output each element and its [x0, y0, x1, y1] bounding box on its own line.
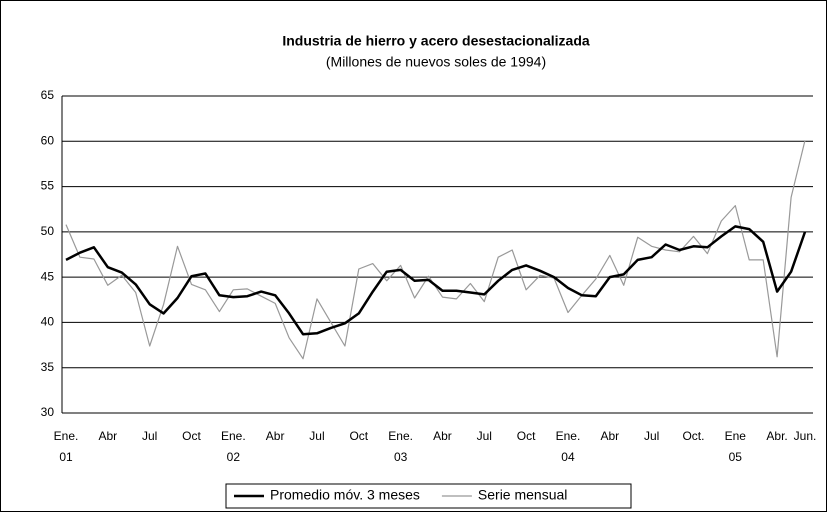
y-tick-label: 40 — [41, 315, 55, 329]
x-group-label: 05 — [729, 450, 743, 464]
x-group-label: 03 — [394, 450, 408, 464]
y-tick-label: 55 — [41, 179, 55, 193]
x-tick-label: Abr — [266, 429, 285, 443]
legend-label: Promedio móv. 3 meses — [270, 487, 420, 503]
x-tick-label: Oct — [349, 429, 368, 443]
x-tick-label: Ene. — [556, 429, 581, 443]
x-group-label: 02 — [227, 450, 241, 464]
x-tick-label: Jul — [309, 429, 324, 443]
x-tick-label: Jul — [644, 429, 659, 443]
y-tick-label: 45 — [41, 269, 55, 283]
x-group-label: 01 — [59, 450, 73, 464]
legend-box — [225, 483, 632, 509]
x-group-label: 04 — [561, 450, 575, 464]
y-tick-label: 35 — [41, 360, 55, 374]
x-tick-label: Abr — [433, 429, 452, 443]
x-tick-label: Jul — [142, 429, 157, 443]
x-tick-label: Ene. — [221, 429, 246, 443]
y-tick-label: 50 — [41, 224, 55, 238]
chart-subtitle: (Millones de nuevos soles de 1994) — [326, 54, 546, 70]
x-tick-label: Ene. — [388, 429, 413, 443]
legend-label: Serie mensual — [478, 487, 568, 503]
x-tick-label: Abr — [98, 429, 117, 443]
series-line — [65, 225, 807, 336]
y-tick-label: 30 — [41, 405, 55, 419]
x-tick-label: Jun. — [794, 429, 817, 443]
x-tick-label: Abr — [600, 429, 619, 443]
x-tick-label: Jul — [477, 429, 492, 443]
x-tick-label: Ene — [725, 429, 747, 443]
y-tick-label: 60 — [41, 133, 55, 147]
x-tick-label: Oct — [517, 429, 536, 443]
chart-title: Industria de hierro y acero desestaciona… — [282, 33, 590, 49]
x-tick-label: Oct. — [682, 429, 704, 443]
x-tick-label: Abr. — [766, 429, 787, 443]
y-tick-label: 65 — [41, 88, 55, 102]
x-tick-label: Ene. — [54, 429, 79, 443]
x-tick-label: Oct — [182, 429, 201, 443]
